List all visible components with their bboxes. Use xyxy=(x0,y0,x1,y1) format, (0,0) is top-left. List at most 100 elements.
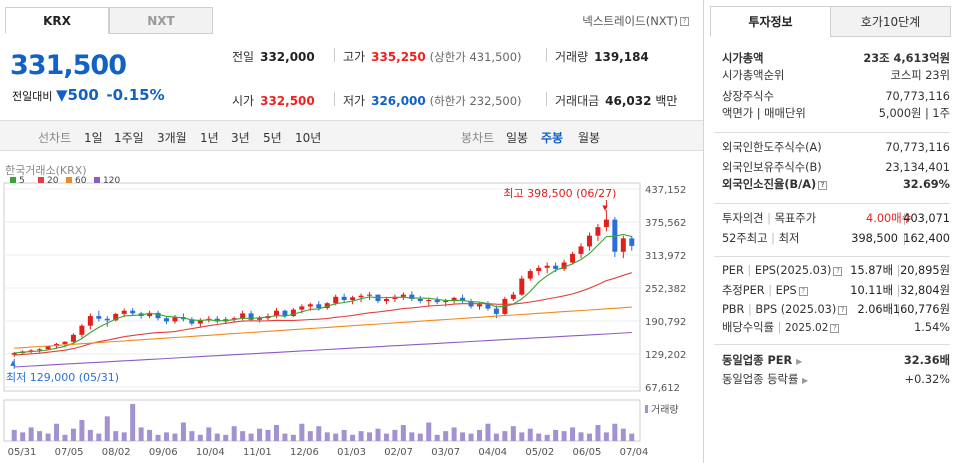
period-1d[interactable]: 1일 xyxy=(84,131,103,145)
row-label: 추정PER | EPS? xyxy=(722,283,808,299)
stock-summary-panel: KRX NXT 넥스트레이드(NXT)? 331,500 전일대비 ▼500 -… xyxy=(0,7,703,463)
volume-bar xyxy=(333,433,339,441)
legend-swatch xyxy=(94,177,100,183)
tab-krx[interactable]: KRX xyxy=(5,7,109,34)
investment-info-panel: 투자정보 호가10단계 시가총액 23조 4,613억원 시가총액순위 코스피 23… xyxy=(703,0,956,463)
volume-bar xyxy=(451,427,457,441)
row-label: 외국인보유주식수(B) xyxy=(722,161,822,174)
market-cap-value: 23조 4,613억원 xyxy=(863,52,950,65)
volume-bar xyxy=(358,431,364,441)
volume-bar xyxy=(147,429,153,441)
divider xyxy=(904,233,905,245)
period-1y[interactable]: 1년 xyxy=(200,131,219,145)
volume-bar xyxy=(553,429,559,441)
sector-per-row[interactable]: 동일업종 PER ▶ 32.36배 xyxy=(722,353,950,369)
divider xyxy=(546,48,547,62)
help-icon[interactable]: ? xyxy=(680,17,689,26)
prev-close: 전일 332,000 xyxy=(232,48,315,65)
candle-body xyxy=(37,349,43,351)
y-tick-label: 67,612 xyxy=(645,383,680,394)
volume-bar xyxy=(138,427,144,441)
week52-high: 398,500 xyxy=(851,232,898,245)
row-label: 외국인한도주식수(A) xyxy=(722,141,822,154)
help-icon[interactable]: ? xyxy=(838,305,848,315)
row-label: 동일업종 등락률 ▶ xyxy=(722,372,808,389)
candle-body xyxy=(443,301,449,303)
chart-source: 한국거래소(KRX) xyxy=(5,164,87,177)
candle-body xyxy=(231,318,237,320)
candle-body xyxy=(358,295,364,298)
pbr-label: PBR xyxy=(722,303,745,316)
x-tick-label: 01/03 xyxy=(337,447,366,458)
candle-daily[interactable]: 일봉 xyxy=(506,131,529,145)
low-price: 저가 326,000 (하한가 232,500) xyxy=(343,92,522,109)
candle-body xyxy=(493,308,499,314)
low-value: 326,000 xyxy=(371,94,426,108)
price-chart[interactable]: 한국거래소(KRX)5 20 60 120 437,152 375,562 313,972 2… xyxy=(0,155,703,463)
volume-bar xyxy=(493,433,499,441)
candle-body xyxy=(155,312,161,319)
low-label: 저가 xyxy=(343,94,366,108)
help-icon[interactable]: ? xyxy=(830,323,840,333)
nxt-trade-label[interactable]: 넥스트레이드(NXT) xyxy=(582,14,678,28)
volume-bar xyxy=(620,428,626,441)
sector-rate-row[interactable]: 동일업종 등락률 ▶ +0.32% xyxy=(722,372,950,388)
nxt-trade-link[interactable]: 넥스트레이드(NXT)? xyxy=(582,13,689,29)
help-icon[interactable]: ? xyxy=(833,266,843,276)
candle-body xyxy=(28,350,34,352)
candle-body xyxy=(383,298,389,302)
volume-bar xyxy=(367,432,373,441)
upper-limit: (상한가 431,500) xyxy=(429,50,522,64)
x-tick-label: 06/05 xyxy=(573,447,602,458)
low-arrow-head: ▲ xyxy=(10,359,16,367)
volume-bar xyxy=(612,423,618,441)
candle-body xyxy=(350,297,356,300)
period-3m[interactable]: 3개월 xyxy=(157,131,187,145)
candle-body xyxy=(113,313,119,321)
tab-investment-info[interactable]: 투자정보 xyxy=(710,6,831,37)
line-chart-label: 선차트 xyxy=(38,131,72,145)
candle-body xyxy=(544,265,550,268)
candle-body xyxy=(316,304,322,309)
ma120-line xyxy=(14,331,632,368)
volume-bar xyxy=(570,427,576,441)
open-label: 시가 xyxy=(232,94,255,108)
tab-order-book[interactable]: 호가10단계 xyxy=(830,6,951,37)
candle-body xyxy=(333,296,339,304)
volume-bar xyxy=(629,433,635,441)
candle-body xyxy=(527,271,533,279)
help-icon[interactable]: ? xyxy=(798,286,808,296)
volume-bar xyxy=(443,431,449,441)
volume-bar xyxy=(460,432,466,441)
y-tick-label: 437,152 xyxy=(645,185,686,196)
candle-body xyxy=(70,334,76,342)
listed-shares-row: 상장주식수 70,773,116 xyxy=(722,89,950,105)
volume-bar xyxy=(561,431,567,441)
candle-body xyxy=(477,304,482,307)
candle-body xyxy=(603,219,609,228)
candle-body xyxy=(248,313,254,320)
candle-body xyxy=(536,267,542,272)
pipe: | xyxy=(771,232,775,245)
chart-toolbar: 선차트 1일 1주일 3개월 1년 3년 5년 10년 봉차트 일봉 주봉 월봉 xyxy=(0,120,703,151)
volume-bar xyxy=(54,423,60,441)
opinion-row: 투자의견 | 목표주가 4.00매수 403,071 xyxy=(722,211,950,227)
candle-body xyxy=(620,238,626,252)
period-10y[interactable]: 10년 xyxy=(295,131,322,145)
y-tick-label: 313,972 xyxy=(645,251,686,262)
period-5y[interactable]: 5년 xyxy=(263,131,282,145)
row-value: +0.32% xyxy=(904,373,950,386)
row-label: 투자의견 | 목표주가 xyxy=(722,211,816,227)
candle-weekly[interactable]: 주봉 xyxy=(541,131,564,145)
per-row: PER | EPS(2025.03)? 15.87배 20,895원 xyxy=(722,263,950,279)
period-1w[interactable]: 1주일 xyxy=(114,131,144,145)
prev-close-value: 332,000 xyxy=(260,50,315,64)
candle-body xyxy=(570,253,576,263)
candle-body xyxy=(164,318,169,322)
candle-monthly[interactable]: 월봉 xyxy=(578,131,601,145)
row-label: 시가총액순위 xyxy=(722,69,785,82)
help-icon[interactable]: ? xyxy=(818,180,828,190)
candle-body xyxy=(282,310,288,317)
tab-nxt[interactable]: NXT xyxy=(109,7,213,34)
period-3y[interactable]: 3년 xyxy=(231,131,250,145)
